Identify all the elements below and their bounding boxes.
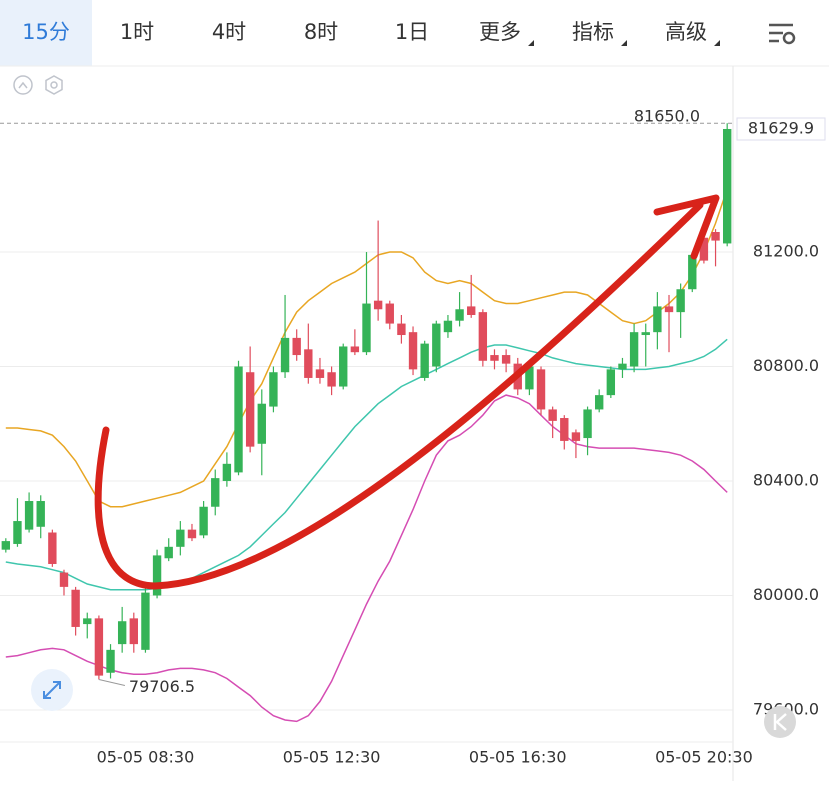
candle-body xyxy=(141,592,150,650)
indicator-icons[interactable] xyxy=(13,75,63,95)
candle-body xyxy=(629,332,639,367)
tab[interactable]: 1日 xyxy=(395,20,429,44)
candle-body xyxy=(722,128,732,244)
candle-body xyxy=(1,541,11,550)
expand-button[interactable] xyxy=(31,669,73,711)
candle-body xyxy=(455,309,464,321)
candle-body xyxy=(117,621,127,645)
candle-body xyxy=(373,300,383,310)
candle-body xyxy=(71,589,80,627)
candle-body xyxy=(443,320,453,333)
candle-body xyxy=(420,343,429,378)
y-tick-label: 80800.0 xyxy=(753,356,819,375)
candle-body xyxy=(711,231,720,241)
candle-body xyxy=(618,363,627,370)
candle-body xyxy=(152,555,162,596)
arrow-head xyxy=(653,194,720,260)
last-price-label: 81629.9 xyxy=(748,118,814,137)
candle-body xyxy=(129,618,138,645)
candle-body xyxy=(571,432,581,441)
candle-body xyxy=(94,618,104,676)
high-label: 81650.0 xyxy=(634,107,700,126)
tab[interactable]: 高级 xyxy=(665,20,707,44)
candle-body xyxy=(432,323,441,367)
low-label: 79706.5 xyxy=(129,677,195,696)
candle-body xyxy=(397,323,406,336)
candle-body xyxy=(362,303,371,353)
candle-body xyxy=(536,369,546,410)
candle-body xyxy=(199,506,208,536)
candle-body xyxy=(48,532,57,564)
candle-body xyxy=(688,254,697,290)
candle-body xyxy=(350,346,360,353)
candle-body xyxy=(501,355,511,364)
candle-body xyxy=(385,303,394,324)
tab[interactable]: 指标 xyxy=(572,20,614,44)
candle-body xyxy=(595,395,604,410)
candle-body xyxy=(664,306,674,313)
tab[interactable]: 4时 xyxy=(212,20,246,44)
candle-body xyxy=(490,355,499,361)
candle-body xyxy=(560,418,569,441)
candle-body xyxy=(653,306,662,333)
candle-body xyxy=(339,346,348,387)
candle-body xyxy=(525,366,534,390)
arrow xyxy=(94,201,704,590)
candle-body xyxy=(292,337,301,356)
y-tick-label: 80400.0 xyxy=(753,470,819,489)
candle-body xyxy=(83,618,92,625)
candle-body xyxy=(176,529,185,547)
dropdown-arrows xyxy=(528,40,720,46)
plot: 79600.080000.080400.080800.081200.005-05… xyxy=(0,107,819,767)
k-button[interactable] xyxy=(764,706,796,738)
tab[interactable]: 15分 xyxy=(22,20,70,44)
candle-body xyxy=(327,372,336,387)
low-line xyxy=(98,678,126,686)
candle-body xyxy=(478,312,488,361)
candle-body xyxy=(548,409,557,421)
candle-body xyxy=(676,289,685,313)
candle-body xyxy=(24,501,34,530)
candle-body xyxy=(36,501,45,527)
candle-body xyxy=(606,369,616,396)
candle-body xyxy=(13,521,22,544)
settings-icon[interactable] xyxy=(769,23,796,45)
active-tab-bg xyxy=(0,0,92,66)
candle-body xyxy=(304,349,313,378)
last-price-tag xyxy=(736,117,826,141)
x-tick-label: 05-05 20:30 xyxy=(655,748,753,767)
candle-body xyxy=(583,409,592,439)
y-tick-label: 81200.0 xyxy=(753,242,819,261)
candle-body xyxy=(222,463,232,481)
tab[interactable]: 1时 xyxy=(120,20,154,44)
candle-body xyxy=(315,369,325,378)
candle-body xyxy=(187,529,197,539)
band-line xyxy=(5,338,728,591)
y-tick-label: 80000.0 xyxy=(753,585,819,604)
candle-body xyxy=(699,237,709,261)
candle-body xyxy=(106,649,115,673)
x-tick-label: 05-05 08:30 xyxy=(97,748,195,767)
candle-body xyxy=(280,337,290,373)
candle-body xyxy=(408,332,418,370)
candle-body xyxy=(164,546,173,559)
x-tick-label: 05-05 12:30 xyxy=(283,748,381,767)
candle-body xyxy=(257,403,266,444)
tab[interactable]: 8时 xyxy=(304,20,338,44)
candle-body xyxy=(641,332,650,336)
candle-body xyxy=(211,478,220,507)
candle-body xyxy=(234,366,243,473)
tab[interactable]: 更多 xyxy=(479,20,521,44)
candle-body xyxy=(59,572,69,587)
candle-body xyxy=(269,372,278,407)
tab-bar xyxy=(0,0,829,66)
candle-body xyxy=(467,306,476,315)
candle-body xyxy=(245,372,255,447)
band-line xyxy=(5,394,728,723)
x-tick-label: 05-05 16:30 xyxy=(469,748,567,767)
